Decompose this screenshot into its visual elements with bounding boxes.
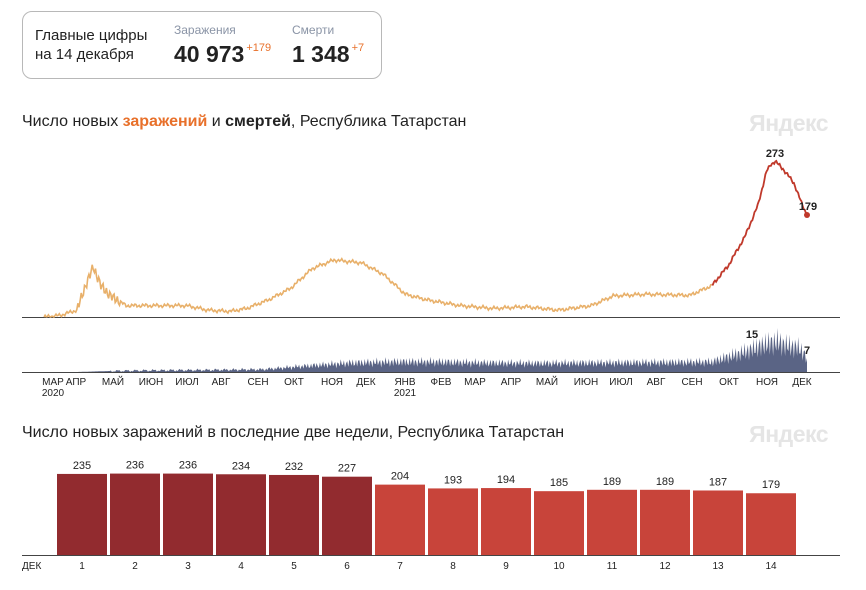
bar-day-10 [534, 491, 584, 555]
month-tick-11: ЯНВ [394, 377, 415, 388]
yandex-logo: Яндекс [749, 110, 828, 136]
bar-value-label-8: 193 [444, 474, 462, 486]
month-tick-16: ИЮН [574, 377, 599, 388]
bar-day-7 [375, 484, 425, 555]
month-tick-8: ОКТ [284, 377, 304, 388]
bar-day-5 [269, 474, 319, 555]
bar-value-label-11: 189 [603, 476, 621, 488]
infections-peak-label: 273 [766, 148, 784, 160]
infections-last-label: 179 [799, 201, 817, 213]
infections-line-recent [711, 159, 808, 286]
month-tick-2: АПР [66, 377, 87, 388]
year-tick-2020: 2020 [42, 388, 65, 399]
bar-value-label-10: 185 [550, 477, 568, 489]
deaths-last-label: 7 [804, 345, 810, 357]
bar-day-6 [322, 476, 372, 555]
deaths-peak-label: 15 [746, 329, 758, 341]
cases-label: Заражения [174, 23, 236, 37]
month-tick-19: СЕН [681, 377, 702, 388]
bar-day-9 [481, 488, 531, 555]
bar-value-label-5: 232 [285, 461, 303, 473]
bar-day-11 [587, 489, 637, 555]
bar-day-4 [216, 474, 266, 555]
month-tick-7: СЕН [247, 377, 268, 388]
month-tick-4: ИЮН [139, 377, 164, 388]
month-tick-18: АВГ [647, 377, 666, 388]
bar-value-label-3: 236 [179, 460, 197, 472]
bar-value-label-13: 187 [709, 476, 727, 488]
summary-title-line1: Главные цифры [35, 27, 148, 44]
timeline-title-part-2: заражений [122, 113, 208, 130]
month-tick-17: ИЮЛ [609, 377, 632, 388]
bar-day-label-5: 5 [291, 561, 297, 572]
month-tick-10: ДЕК [356, 377, 375, 388]
deaths-delta: +7 [351, 42, 365, 54]
month-tick-6: АВГ [212, 377, 231, 388]
deaths-value: 1 348 [292, 41, 350, 67]
bar-day-14 [746, 493, 796, 555]
month-tick-15: МАЙ [536, 375, 558, 388]
month-tick-21: НОЯ [756, 377, 778, 388]
timeline-chart-title: Число новых заражений и смертей, Республ… [22, 113, 466, 131]
deaths-label: Смерти [292, 23, 335, 37]
bar-value-label-7: 204 [391, 471, 409, 483]
bar-value-label-12: 189 [656, 476, 674, 488]
bar-day-8 [428, 488, 478, 555]
bar-day-label-12: 12 [659, 561, 671, 572]
bar-day-label-4: 4 [238, 561, 244, 572]
month-tick-3: МАЙ [102, 375, 124, 388]
bar-day-label-1: 1 [79, 561, 85, 572]
timeline-title-part-1: Число новых [22, 113, 123, 130]
bar-day-2 [110, 473, 160, 555]
bar-day-3 [163, 473, 213, 555]
year-tick-2021: 2021 [394, 388, 417, 399]
bar-day-label-11: 11 [607, 561, 618, 572]
bar-value-label-14: 179 [762, 479, 780, 491]
bar-month-label: ДЕК [22, 561, 41, 572]
month-tick-20: ОКТ [719, 377, 739, 388]
bar-value-label-2: 236 [126, 460, 144, 472]
bar-value-label-6: 227 [338, 463, 356, 475]
month-tick-1: МАР [42, 377, 64, 388]
timeline-title-part-4: смертей [225, 113, 291, 130]
bar-day-label-8: 8 [450, 561, 456, 572]
cases-delta: +179 [246, 42, 272, 54]
month-tick-9: НОЯ [321, 377, 343, 388]
bar-day-12 [640, 489, 690, 555]
yandex-logo-2: Яндекс [749, 421, 828, 447]
bar-day-13 [693, 490, 743, 555]
bar-value-label-9: 194 [497, 474, 515, 486]
infections-last-point [804, 211, 810, 218]
bar-day-1 [57, 473, 107, 555]
infections-line [43, 257, 712, 319]
bar-chart-title: Число новых заражений в последние две не… [22, 424, 565, 441]
month-tick-13: МАР [464, 377, 486, 388]
bar-day-label-7: 7 [397, 561, 403, 572]
month-tick-22: ДЕК [792, 377, 811, 388]
bar-day-label-6: 6 [344, 561, 350, 572]
summary-title: Главные цифры на 14 декабря [35, 26, 147, 64]
bar-day-label-10: 10 [553, 561, 565, 572]
deaths-area [44, 328, 807, 372]
month-tick-5: ИЮЛ [175, 377, 198, 388]
bar-day-label-3: 3 [185, 561, 191, 572]
timeline-title-part-3: и [207, 113, 226, 130]
cases-value: 40 973 [174, 41, 245, 67]
bar-value-label-4: 234 [232, 460, 250, 472]
bar-day-label-14: 14 [765, 561, 777, 572]
bar-day-label-13: 13 [712, 561, 724, 572]
summary-card: Главные цифры на 14 декабря Заражения 40… [22, 11, 382, 79]
summary-title-line2: на 14 декабря [35, 46, 134, 63]
month-tick-12: ФЕВ [431, 377, 452, 388]
month-tick-14: АПР [501, 377, 522, 388]
bar-day-label-2: 2 [132, 561, 138, 572]
cases-stat: Заражения 40 973 +179 [174, 23, 271, 68]
bar-day-label-9: 9 [503, 561, 509, 572]
deaths-stat: Смерти 1 348 +7 [292, 23, 364, 68]
timeline-title-part-5: , Республика Татарстан [290, 113, 467, 130]
bar-value-label-1: 235 [73, 460, 91, 472]
